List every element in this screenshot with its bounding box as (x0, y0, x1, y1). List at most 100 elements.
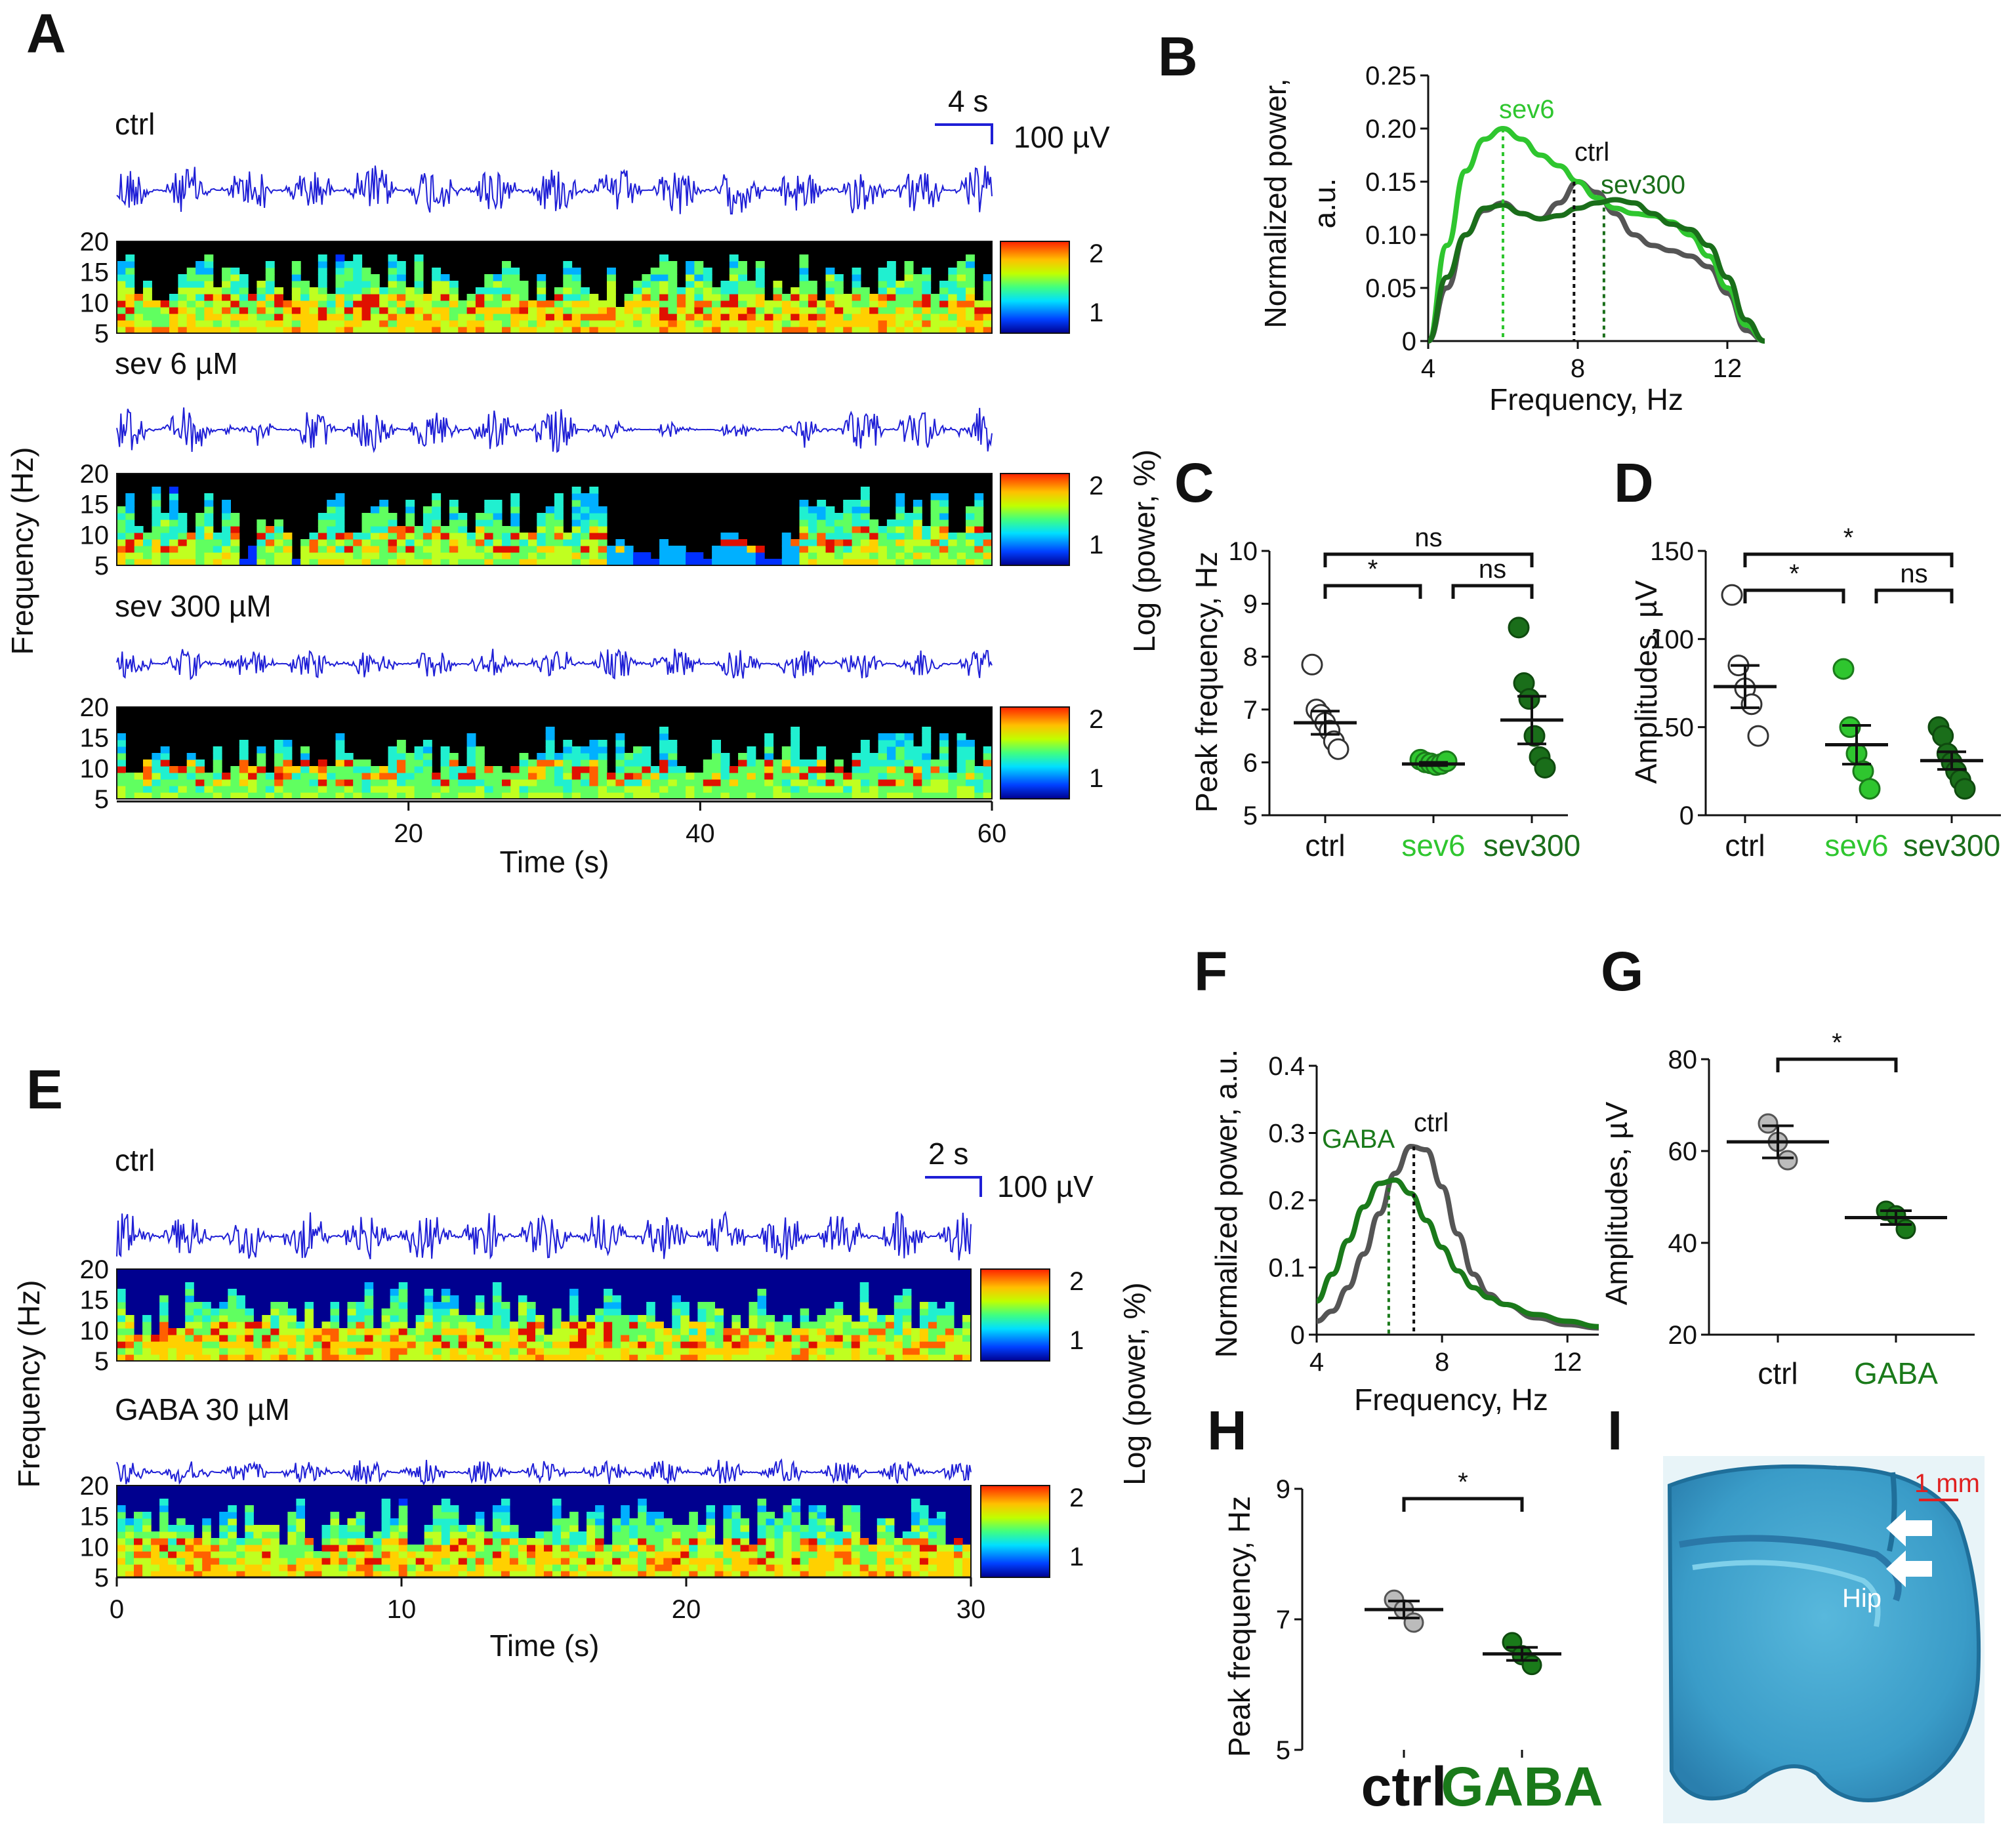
y-tick-label: 0.1 (1268, 1254, 1305, 1283)
spectrogram-cell (466, 300, 476, 308)
spectrogram-cell (518, 1302, 527, 1309)
spectrogram-cell (714, 1571, 724, 1578)
spectrogram-cell (966, 320, 975, 327)
spectrogram-cell (236, 1341, 245, 1348)
spectrogram-cell (160, 519, 170, 527)
spectrogram-cell (966, 287, 975, 294)
spectrogram-cell (364, 1545, 374, 1552)
spectrogram-cell (808, 1512, 818, 1519)
spectrogram-cell (466, 539, 476, 546)
spectrogram-cell (799, 327, 809, 334)
spectrogram-cell (143, 281, 152, 288)
spectrogram-cell (781, 792, 791, 799)
spectrogram-cell (265, 300, 275, 308)
spectrogram-cell (642, 314, 651, 321)
spectrogram-cell (928, 1538, 937, 1545)
spectrogram-cell (755, 766, 765, 773)
y-tick-label: 150 (1650, 537, 1694, 566)
spectrogram-cell (274, 779, 283, 786)
spectrogram-cell (869, 320, 879, 327)
spectrogram-cell (296, 1354, 305, 1362)
spectrogram-cell (501, 1545, 510, 1552)
spectrogram-cell (484, 307, 494, 314)
spectrogram-cell (694, 773, 704, 780)
spectrogram-cell (859, 1538, 869, 1545)
spectrogram-cell (143, 759, 152, 767)
scale-time-a: 4 s (948, 84, 988, 118)
spectrogram-cell (544, 1335, 553, 1342)
spectrogram-cell (808, 287, 817, 294)
spectrogram-cell (843, 294, 853, 301)
spectrogram-cell (860, 559, 870, 566)
spectrogram-cell (894, 1551, 903, 1558)
spectrogram-cell (774, 1518, 784, 1526)
spectrogram-cell (361, 552, 371, 559)
spectrogram-cell (202, 1328, 211, 1335)
ylabel-h: Peak frequency, Hz (1222, 1496, 1256, 1757)
spectrogram-cell (519, 779, 529, 786)
spectrogram-cell (466, 1341, 476, 1348)
spectrogram-cell (117, 786, 126, 793)
spectrogram-cell (291, 786, 301, 793)
spectrogram-cell (344, 261, 354, 268)
spectrogram-cell (274, 539, 283, 546)
spectrogram-cell (356, 1308, 365, 1316)
spectrogram-cell (904, 779, 914, 786)
spectrogram-cell (755, 320, 765, 327)
spectrogram-cell (922, 746, 932, 754)
spectrogram-cell (449, 327, 459, 334)
spectrogram-cell (492, 1512, 502, 1519)
spectrogram-cell (211, 1341, 220, 1348)
spectrogram-cell (694, 274, 704, 281)
spectrogram-cell (621, 1348, 630, 1355)
spectrogram-cell (808, 1564, 818, 1571)
spectrogram-cell (230, 552, 240, 559)
spectrogram-cell (458, 546, 468, 553)
spectrogram-cell (230, 526, 240, 533)
spectrogram-cell (650, 300, 660, 308)
spectrogram-cell (825, 1308, 835, 1316)
spectrogram-cell (680, 1335, 689, 1342)
spectrogram-cell (757, 1545, 767, 1552)
spectrogram-cell (885, 1531, 895, 1539)
spectrogram-cell (245, 1348, 254, 1355)
spectrogram-cell (535, 1531, 545, 1539)
spectrogram-cell (186, 559, 196, 566)
spectrogram-cell (143, 327, 152, 334)
spectrogram-cell (270, 1302, 279, 1309)
spectrogram-cell (274, 320, 283, 327)
spectrogram-cell (414, 307, 424, 314)
spectrogram-cell (230, 281, 240, 288)
spectrogram-cell (676, 287, 686, 294)
spectrogram-cell (939, 773, 949, 780)
spectrogram-cell (740, 1551, 750, 1558)
spectrogram-cell (966, 314, 975, 321)
significance-label: ns (1414, 523, 1442, 552)
spectrogram-cell (629, 1531, 638, 1539)
spectrogram-cell (554, 773, 564, 780)
category-label: ctrl (1305, 828, 1345, 862)
spectrogram-cell (672, 1525, 681, 1532)
spectrogram-cell (894, 1538, 903, 1545)
spectrogram-cell (344, 539, 354, 546)
x-tick-label: 8 (1435, 1348, 1449, 1377)
series-line-sev300 (1427, 197, 1766, 344)
spectrogram-cell (245, 1335, 254, 1342)
spectrogram-cell (230, 320, 240, 327)
spectrogram-cell (791, 1512, 801, 1519)
spectrogram-cell (239, 320, 249, 327)
spectrogram-cell (361, 779, 371, 786)
spectrogram-cell (563, 320, 573, 327)
spectrogram-cell (650, 307, 660, 314)
spectrogram-cell (195, 300, 205, 308)
spectrogram-cell (211, 1545, 220, 1552)
spectrogram-cell (125, 1531, 134, 1539)
spectrogram-cell (339, 1348, 348, 1355)
spectrogram-cell (729, 786, 739, 793)
spectrogram-cell (168, 1538, 177, 1545)
spectrogram-cell (296, 1564, 305, 1571)
spectrogram-cell (706, 1531, 715, 1539)
spectrogram-cell (868, 1558, 878, 1565)
spectrogram-cell (339, 1341, 348, 1348)
spectrogram-cell (222, 526, 231, 533)
